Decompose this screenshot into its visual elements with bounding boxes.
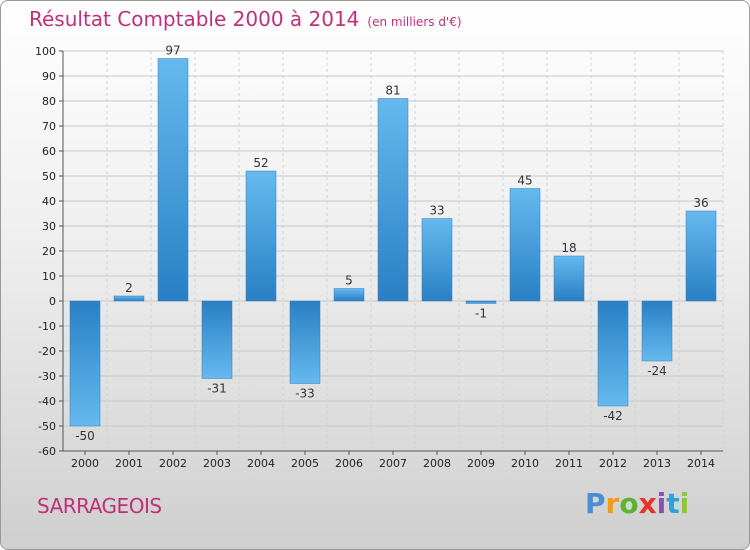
logo-letter: i xyxy=(679,487,690,520)
logo-letter: o xyxy=(619,487,639,520)
x-tick-label: 2009 xyxy=(467,457,495,470)
y-tick-label: 40 xyxy=(42,195,56,208)
data-label: 81 xyxy=(385,84,400,98)
data-label: 36 xyxy=(693,196,708,210)
data-label: 5 xyxy=(345,274,353,288)
x-tick-label: 2012 xyxy=(599,457,627,470)
y-tick-label: 50 xyxy=(42,170,56,183)
x-tick-label: 2004 xyxy=(247,457,275,470)
y-tick-label: 90 xyxy=(42,70,56,83)
y-tick-label: 30 xyxy=(42,220,56,233)
bar-2013 xyxy=(641,300,673,362)
bar-2014 xyxy=(685,210,717,302)
chart-title: Résultat Comptable 2000 à 2014 xyxy=(29,7,360,31)
logo-letter: P xyxy=(585,487,606,520)
proxiti-logo: Proxiti xyxy=(585,487,689,520)
x-tick-label: 2000 xyxy=(71,457,99,470)
data-label: 18 xyxy=(561,241,576,255)
logo-letter: r xyxy=(605,487,620,520)
x-tick-label: 2001 xyxy=(115,457,143,470)
x-tick-label: 2002 xyxy=(159,457,187,470)
data-label: -33 xyxy=(295,387,315,401)
y-tick-label: -60 xyxy=(38,445,56,458)
bar-2012 xyxy=(597,300,629,407)
logo-letter: x xyxy=(638,487,657,520)
y-tick-label: 100 xyxy=(35,45,56,58)
chart-unit: (en milliers d'€) xyxy=(367,15,462,29)
x-tick-label: 2010 xyxy=(511,457,539,470)
bar-2005 xyxy=(289,300,321,384)
data-label: 33 xyxy=(429,204,444,218)
chart-title-block: Résultat Comptable 2000 à 2014 (en millie… xyxy=(29,7,462,31)
bar-2010 xyxy=(509,188,541,302)
bar-2003 xyxy=(201,300,233,379)
x-tick-label: 2011 xyxy=(555,457,583,470)
x-tick-label: 2013 xyxy=(643,457,671,470)
y-tick-label: -20 xyxy=(38,345,56,358)
bar-2011 xyxy=(553,255,585,302)
data-label: 2 xyxy=(125,281,133,295)
x-tick-label: 2003 xyxy=(203,457,231,470)
logo-letter: t xyxy=(666,487,680,520)
data-label: 45 xyxy=(517,174,532,188)
data-label: -31 xyxy=(207,382,227,396)
y-tick-label: 80 xyxy=(42,95,56,108)
x-tick-label: 2014 xyxy=(687,457,715,470)
data-label: -1 xyxy=(475,307,487,321)
x-tick-label: 2007 xyxy=(379,457,407,470)
bar-2007 xyxy=(377,98,409,302)
bar-2008 xyxy=(421,218,453,302)
y-tick-label: 20 xyxy=(42,245,56,258)
y-tick-label: 10 xyxy=(42,270,56,283)
x-tick-label: 2006 xyxy=(335,457,363,470)
bar-2000 xyxy=(69,300,101,427)
y-tick-label: 60 xyxy=(42,145,56,158)
bar-2001 xyxy=(113,295,145,302)
y-tick-label: 0 xyxy=(49,295,56,308)
x-tick-label: 2005 xyxy=(291,457,319,470)
data-label: -42 xyxy=(603,409,623,423)
data-label: 52 xyxy=(253,156,268,170)
y-tick-label: -40 xyxy=(38,395,56,408)
data-label: -50 xyxy=(75,429,95,443)
logo-letter: i xyxy=(656,487,667,520)
y-tick-label: -50 xyxy=(38,420,56,433)
bar-2004 xyxy=(245,170,277,302)
bar-2006 xyxy=(333,288,365,302)
y-tick-label: 70 xyxy=(42,120,56,133)
data-label: 97 xyxy=(165,44,180,58)
place-name: SARRAGEOIS xyxy=(37,494,162,518)
bar-2002 xyxy=(157,58,189,302)
y-tick-label: -30 xyxy=(38,370,56,383)
data-label: -24 xyxy=(647,364,667,378)
y-tick-label: -10 xyxy=(38,320,56,333)
bar-2009 xyxy=(465,300,497,304)
x-tick-label: 2008 xyxy=(423,457,451,470)
